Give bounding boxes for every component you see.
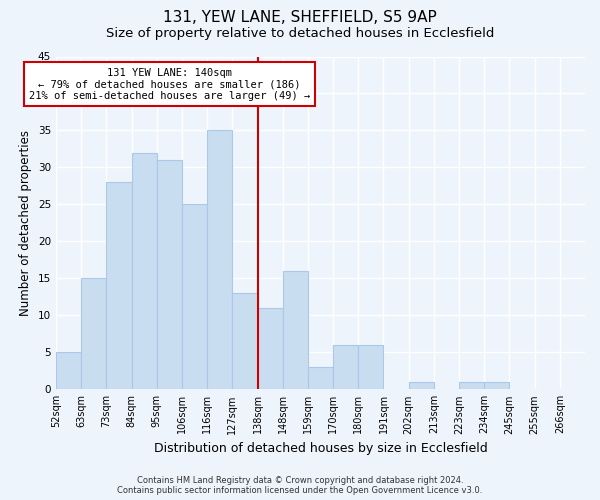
Bar — [232, 293, 257, 390]
Bar — [459, 382, 484, 390]
Bar — [257, 308, 283, 390]
Text: Contains HM Land Registry data © Crown copyright and database right 2024.
Contai: Contains HM Land Registry data © Crown c… — [118, 476, 482, 495]
Bar — [81, 278, 106, 390]
Bar — [283, 271, 308, 390]
Bar — [157, 160, 182, 390]
Text: 131, YEW LANE, SHEFFIELD, S5 9AP: 131, YEW LANE, SHEFFIELD, S5 9AP — [163, 10, 437, 25]
Y-axis label: Number of detached properties: Number of detached properties — [19, 130, 32, 316]
Bar — [484, 382, 509, 390]
Bar — [333, 345, 358, 390]
Bar — [207, 130, 232, 390]
Bar — [358, 345, 383, 390]
X-axis label: Distribution of detached houses by size in Ecclesfield: Distribution of detached houses by size … — [154, 442, 487, 455]
Bar — [106, 182, 131, 390]
Bar — [409, 382, 434, 390]
Bar — [131, 152, 157, 390]
Text: 131 YEW LANE: 140sqm
← 79% of detached houses are smaller (186)
21% of semi-deta: 131 YEW LANE: 140sqm ← 79% of detached h… — [29, 68, 310, 101]
Bar — [182, 204, 207, 390]
Bar — [308, 367, 333, 390]
Text: Size of property relative to detached houses in Ecclesfield: Size of property relative to detached ho… — [106, 28, 494, 40]
Bar — [56, 352, 81, 390]
